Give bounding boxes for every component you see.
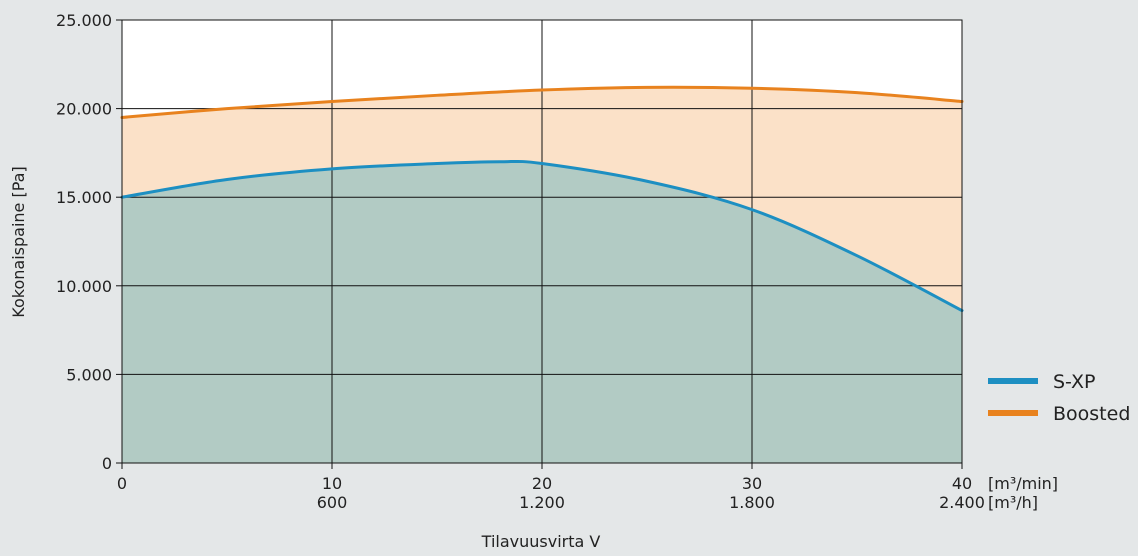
- x-tick-label-secondary: 1.800: [729, 493, 775, 512]
- y-axis-title: Kokonaispaine [Pa]: [9, 166, 28, 317]
- y-tick-label: 15.000: [56, 188, 112, 207]
- x-tick-label: 20: [532, 474, 552, 493]
- y-tick-label: 0: [102, 454, 112, 473]
- y-tick-label: 10.000: [56, 277, 112, 296]
- x-tick-label: 30: [742, 474, 762, 493]
- legend-label-boosted: Boosted: [1053, 403, 1130, 425]
- legend: S-XP Boosted: [988, 371, 1130, 425]
- x-tick-label: 40: [952, 474, 972, 493]
- x-axis-title: Tilavuusvirta V: [481, 532, 601, 551]
- line-boosted: [120, 85, 964, 119]
- x-tick-label-secondary: 2.400: [939, 493, 985, 512]
- y-tick-label: 5.000: [66, 365, 112, 384]
- x-unit-secondary: [m³/h]: [988, 493, 1038, 512]
- y-tick-label: 20.000: [56, 100, 112, 119]
- y-tick-label: 25.000: [56, 11, 112, 30]
- line-s-xp: [120, 159, 964, 313]
- x-unit-primary: [m³/min]: [988, 474, 1058, 493]
- series-lines: [120, 85, 964, 313]
- x-tick-label: 10: [322, 474, 342, 493]
- x-tick-label: 0: [117, 474, 127, 493]
- legend-label-s-xp: S-XP: [1053, 371, 1095, 393]
- x-tick-label-secondary: 1.200: [519, 493, 565, 512]
- x-tick-label-secondary: 600: [317, 493, 348, 512]
- axes: [116, 19, 963, 469]
